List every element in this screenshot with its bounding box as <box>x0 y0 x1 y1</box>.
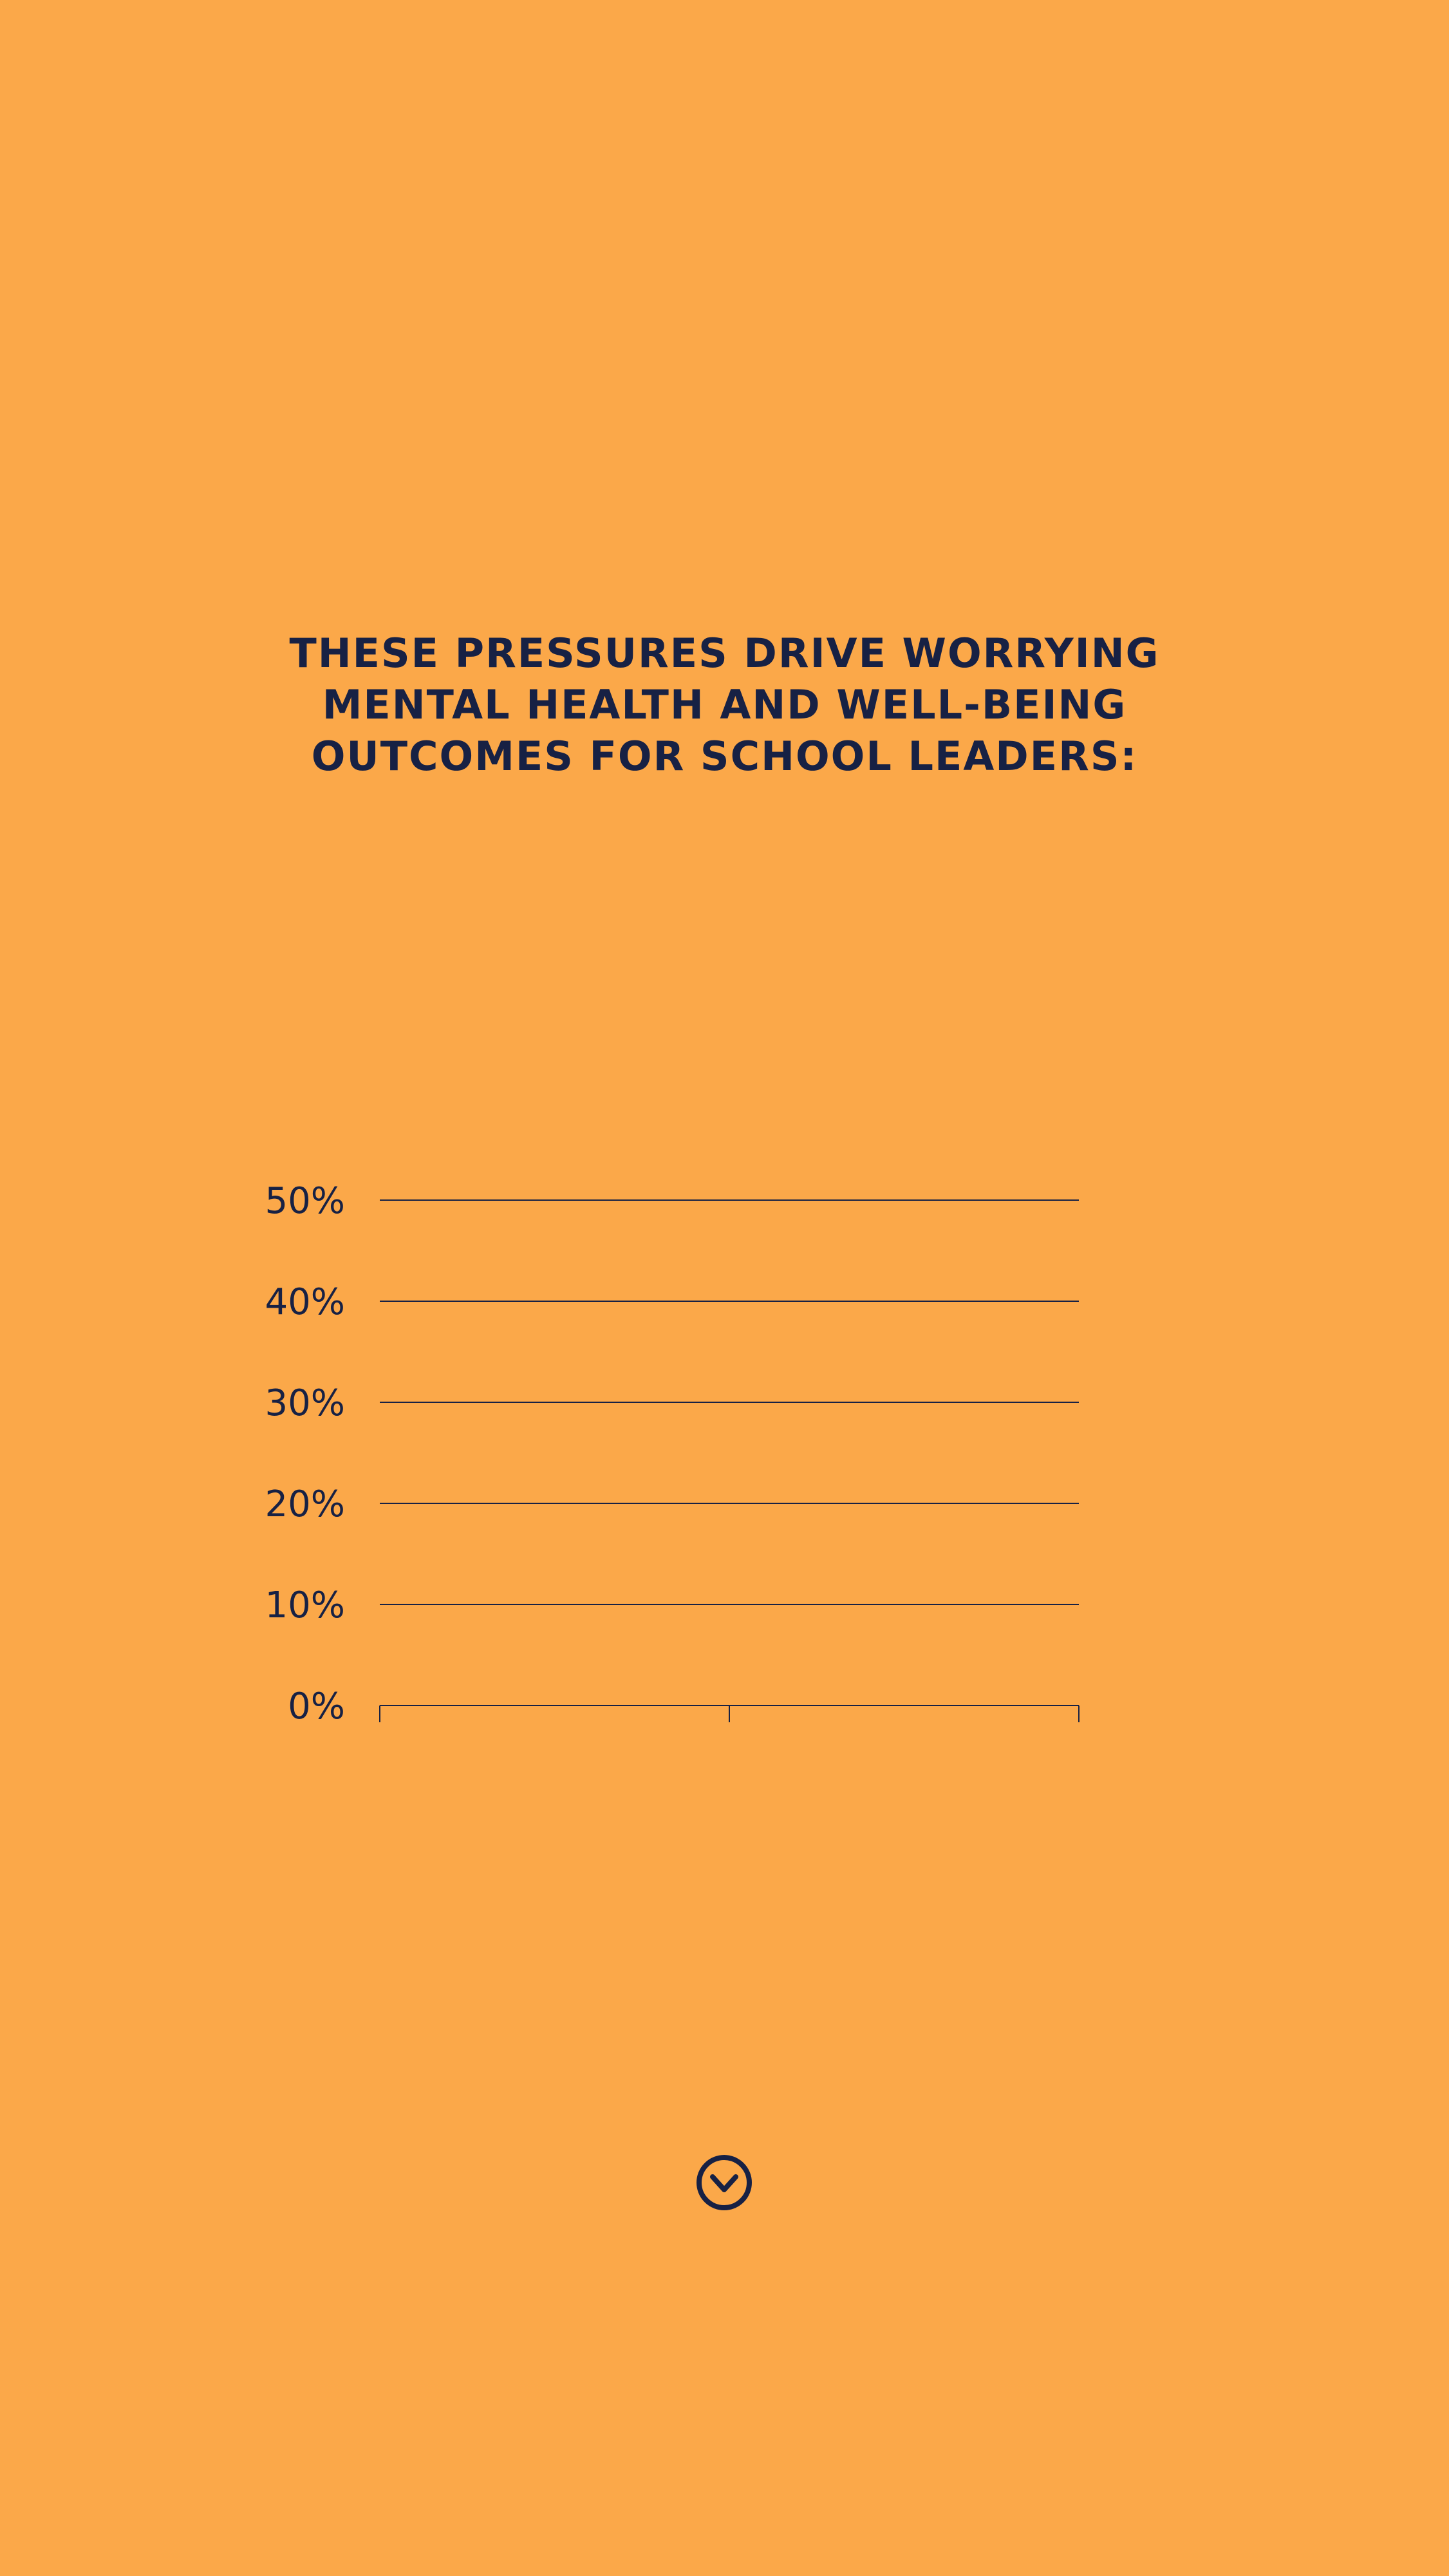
headline-line-2: MENTAL HEALTH AND WELL-BEING <box>322 681 1127 728</box>
x-axis <box>379 1705 1080 1722</box>
chevron-down-circle-icon <box>696 2155 752 2210</box>
y-tick-label: 20% <box>265 1483 345 1525</box>
scroll-down-button[interactable] <box>695 2154 753 2212</box>
y-tick-label: 50% <box>265 1180 345 1222</box>
headline-line-3: OUTCOMES FOR SCHOOL LEADERS: <box>311 733 1138 780</box>
y-axis-labels: 0% 10% 20% 30% 40% 50% <box>265 1180 345 1727</box>
y-tick-label: 0% <box>288 1686 345 1727</box>
y-tick-label: 40% <box>265 1281 345 1323</box>
headline-line-1: THESE PRESSURES DRIVE WORRYING <box>289 630 1160 677</box>
gridlines <box>380 1199 1079 1605</box>
y-tick-label: 30% <box>265 1382 345 1424</box>
y-tick-label: 10% <box>265 1584 345 1626</box>
headline: THESE PRESSURES DRIVE WORRYING MENTAL HE… <box>0 628 1449 782</box>
